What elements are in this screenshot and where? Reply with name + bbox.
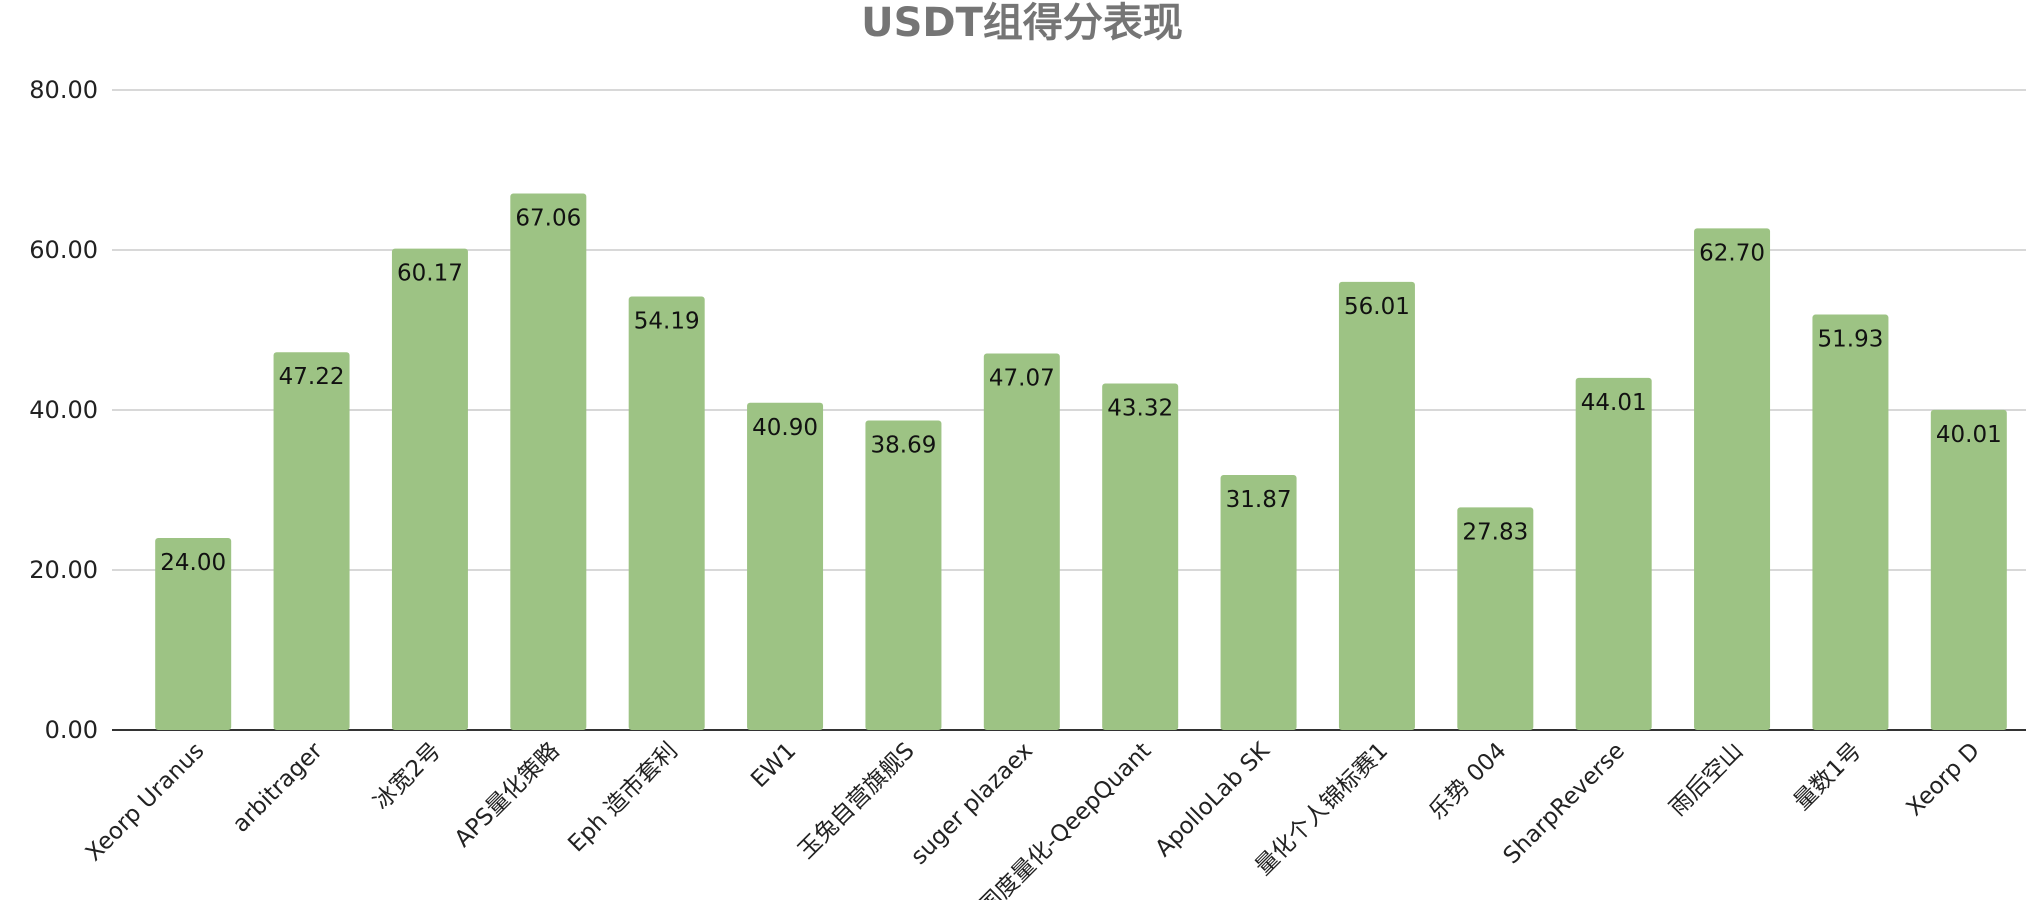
bar xyxy=(1220,475,1297,730)
x-tick-label: 雨后空山 xyxy=(1665,738,1748,821)
data-label: 51.93 xyxy=(1818,327,1884,353)
y-tick-label: 80.00 xyxy=(29,76,98,104)
bar xyxy=(1457,507,1534,730)
data-label: 24.00 xyxy=(160,550,226,576)
data-label: 27.83 xyxy=(1462,519,1528,545)
bar xyxy=(983,353,1060,730)
data-label: 31.87 xyxy=(1226,487,1292,513)
bar xyxy=(1930,409,2007,730)
y-tick-label: 60.00 xyxy=(29,236,98,264)
y-tick-label: 40.00 xyxy=(29,396,98,424)
bar xyxy=(1694,228,1771,730)
data-labels: 24.00 47.22 60.17 67.06 54.19 40.90 38.69 47.07… xyxy=(160,206,2001,576)
x-tick-label: 冰宽2号 xyxy=(369,738,447,816)
data-label: 62.70 xyxy=(1699,240,1765,266)
data-label: 56.01 xyxy=(1344,294,1410,320)
bar xyxy=(1575,377,1652,730)
x-tick-label: suger plazaex xyxy=(906,738,1038,870)
y-tick-label: 20.00 xyxy=(29,556,98,584)
y-tick-label: 0.00 xyxy=(45,716,98,744)
x-tick-label: Xeorp Uranus xyxy=(81,738,210,867)
data-label: 43.32 xyxy=(1107,395,1173,421)
bar xyxy=(865,420,942,730)
x-tick-label: 量数1号 xyxy=(1789,738,1867,816)
data-label: 67.06 xyxy=(515,206,581,232)
bars xyxy=(155,193,2007,730)
x-tick-label: SharpReverse xyxy=(1499,738,1630,869)
x-tick-label: Eph 造市套利 xyxy=(563,738,683,858)
bar xyxy=(1812,314,1889,730)
x-tick-label: arbitrager xyxy=(228,737,328,837)
bar xyxy=(1338,281,1415,730)
x-tick-label: 乐势 004 xyxy=(1424,738,1511,825)
data-label: 40.01 xyxy=(1936,422,2002,448)
bar xyxy=(1102,383,1179,730)
x-tick-label: Xeorp D xyxy=(1902,738,1985,821)
data-label: 44.01 xyxy=(1581,390,1647,416)
chart-title: USDT组得分表现 xyxy=(861,0,1183,46)
data-label: 40.90 xyxy=(752,415,818,441)
x-tick-label: APS量化策略 xyxy=(450,738,565,853)
bar xyxy=(510,193,587,730)
data-label: 47.07 xyxy=(989,365,1055,391)
bar xyxy=(155,538,232,730)
y-axis-ticks: 0.00 20.00 40.00 60.00 80.00 xyxy=(29,76,98,744)
data-label: 47.22 xyxy=(279,364,345,390)
bar xyxy=(628,296,705,730)
bar xyxy=(273,352,350,730)
x-tick-label: EW1 xyxy=(746,738,801,793)
x-tick-label: 量化个人锦标赛1 xyxy=(1251,738,1394,881)
data-label: 60.17 xyxy=(397,261,463,287)
data-label: 54.19 xyxy=(634,308,700,334)
x-tick-label: 玉兔自营旗舰S xyxy=(793,738,919,864)
data-label: 38.69 xyxy=(871,432,937,458)
bar xyxy=(747,402,824,730)
bar xyxy=(391,248,468,730)
x-tick-label: ApolloLab SK xyxy=(1151,737,1276,862)
